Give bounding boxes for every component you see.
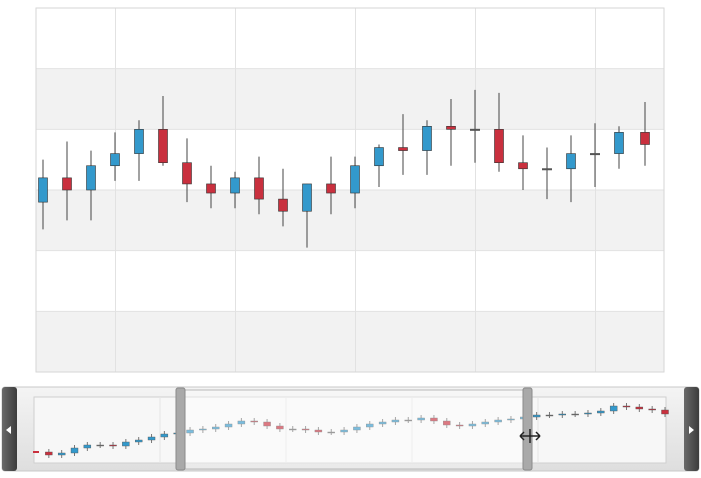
navigator-candle [109,444,117,447]
navigator-candle [301,428,310,431]
navigator-candle [250,420,258,423]
navigator-candle [353,426,361,431]
navigator-candle [622,405,631,408]
candle-body [566,153,576,170]
navigator-candle [661,409,669,415]
navigator-candle [212,426,220,430]
main-plot [35,7,665,373]
navigator-candle [635,406,644,410]
resize-cursor [519,429,541,443]
candle-body [62,177,72,191]
candle-body [86,165,96,191]
navigator-candle [648,408,656,411]
navigator-candle [417,417,425,421]
grid-band [36,311,664,372]
candle-body [446,126,456,130]
candle-body [206,183,216,194]
navigator-candle [263,421,271,427]
navigator-candle [545,414,554,417]
navigator-candle [584,412,592,415]
navigator-candle [366,423,374,428]
navigator-candle [327,431,335,434]
candle-body [110,153,120,167]
grid-band [36,68,664,130]
grid-band [36,190,664,251]
candle-body [614,132,624,154]
navigator-candle [597,410,605,414]
candle-body [494,129,504,163]
candle-body [38,177,48,203]
candle-body [374,147,384,167]
candle-body [398,147,408,151]
navigator-candle [468,423,477,427]
candle-body [134,129,144,154]
candle-body [254,177,264,200]
navigator-candle [378,421,387,425]
navigator-controls[interactable] [2,387,699,471]
navigator-candle [83,444,92,449]
candle-body [542,168,552,171]
candle-body [470,128,480,131]
navigator-candle [186,429,194,434]
candle-body [230,177,240,194]
navigator-candle [96,444,104,447]
navigator-candle [430,417,438,422]
candle-body [640,132,650,145]
range-window[interactable] [179,389,529,470]
candle-body [278,198,288,212]
scroll-left-arrow [6,426,11,434]
navigator-candle [70,447,79,454]
navigator-candle [404,419,412,422]
navigator-candle [224,423,233,428]
navigator-candle [289,428,297,431]
candle-body [590,153,600,156]
candle-body [302,183,312,212]
navigator-candle [532,414,541,418]
range-handle-left[interactable] [175,387,186,471]
navigator-candle [314,429,323,433]
navigator-candle [160,433,169,438]
scroll-right-arrow [689,426,694,434]
navigator-candle [134,439,143,443]
navigator-candle [45,451,53,456]
navigator-candle [391,419,400,423]
range-handle-right[interactable] [522,387,533,471]
navigator-candle [494,419,502,423]
navigator-candle [340,429,348,433]
candle-body [350,165,360,194]
navigator-candle [481,421,489,425]
navigator-candle [147,436,156,441]
candle-body [518,162,528,170]
navigator-candle [455,424,464,427]
navigator-candle [507,418,515,421]
navigator-candle [571,413,579,416]
navigator-candle [443,420,451,426]
candle-body [182,162,192,185]
candle-body [422,126,432,151]
navigator-candle [57,452,66,456]
navigator-candle [199,428,207,431]
navigator-plot [33,396,667,464]
candle-body [158,129,168,163]
candle-body [326,183,336,194]
navigator-candle [276,425,284,430]
navigator-candle [237,420,246,425]
navigator-candle [122,441,130,447]
navigator-candle [609,405,618,412]
navigator-candle [558,413,567,416]
plot-border [35,7,665,373]
